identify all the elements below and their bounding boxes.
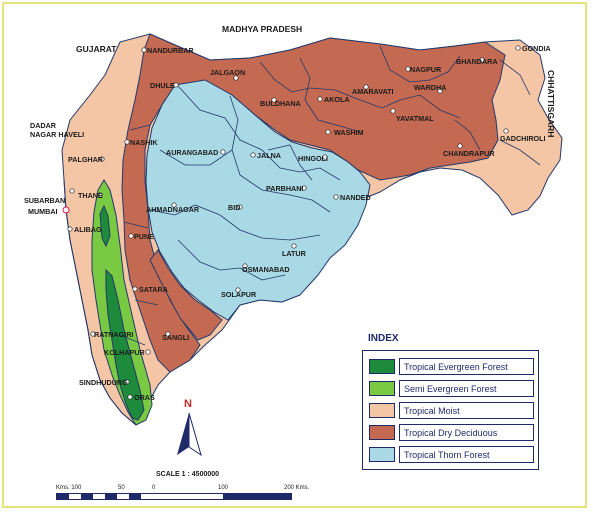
scale-label: 50 [118, 485, 125, 491]
label-jalgaon: JALGAON [210, 68, 245, 77]
label-yavatmal: YAVATMAL [396, 114, 434, 123]
label-dhule: DHULE [150, 81, 175, 90]
legend-label: Tropical Thorn Forest [399, 446, 534, 463]
label-alibag: ALIBAG [74, 225, 102, 234]
legend-box: Tropical Evergreen Forest Semi Evergreen… [362, 350, 539, 470]
north-arrow: N [172, 398, 206, 458]
city-markers: NANDURBAR DHULE JALGAON BULDHANA AKOLA A… [24, 44, 551, 402]
label-satara: SATARA [139, 285, 168, 294]
label-jalna: JALNA [257, 151, 281, 160]
label-sangli: SANGLI [162, 333, 189, 342]
label-gondia: GONDIA [522, 44, 551, 53]
label-oras: ORAS [134, 393, 155, 402]
scale-label: 0 [152, 485, 156, 491]
north-label: N [184, 398, 192, 410]
label-amaravati: AMARAVATI [352, 87, 394, 96]
legend-label: Semi Evergreen Forest [399, 380, 534, 397]
label-kolhapur: KOLHAPUR [104, 348, 146, 357]
label-gujarat: GUJARAT [76, 44, 117, 54]
label-bid: BID [228, 203, 240, 212]
label-solapur: SOLAPUR [221, 290, 257, 299]
north-arrow-icon [177, 412, 202, 457]
label-nandurbar: NANDURBAR [147, 46, 195, 55]
scale-bar: SCALE 1 : 4500000 Kms. 100 50 0 100 200 … [56, 471, 318, 505]
label-pune: PUNE [134, 232, 154, 241]
legend-title: INDEX [368, 333, 399, 344]
legend-item: Semi Evergreen Forest [369, 379, 534, 398]
legend-label: Tropical Evergreen Forest [399, 358, 534, 375]
label-hingoli: HINGOLI [298, 154, 328, 163]
legend-swatch [369, 403, 395, 418]
label-parbhani: PARBHANI [266, 184, 303, 193]
label-gadchiroli: GADCHIROLI [500, 134, 546, 143]
region-dry-deciduous-south [149, 249, 223, 341]
district-boundaries [119, 45, 541, 346]
legend-item: Tropical Dry Deciduous [369, 423, 534, 442]
label-wardha: WARDHA [414, 83, 446, 92]
legend: INDEX Tropical Evergreen Forest Semi Eve… [362, 333, 539, 470]
legend-label: Tropical Dry Deciduous [399, 424, 534, 441]
label-nashik: NASHIK [130, 138, 158, 147]
legend-item: Tropical Moist [369, 401, 534, 420]
label-ratnagiri: RATNAGIRI [94, 330, 133, 339]
label-nagar-haveli: NAGAR HAVELI [30, 130, 84, 139]
legend-swatch [369, 381, 395, 396]
label-osmanabad: OSMANABAD [242, 265, 290, 274]
region-tropical-evergreen [105, 268, 145, 421]
label-washim: WASHIM [334, 128, 364, 137]
label-mumbai: MUMBAI [28, 207, 58, 216]
label-madhya-pradesh: MADHYA PRADESH [222, 24, 302, 34]
label-buldhana: BULDHANA [260, 99, 301, 108]
label-aurangabad: AURANGABAD [166, 148, 218, 157]
label-ahmadnagar: AHMADNAGAR [146, 205, 200, 214]
label-palghar: PALGHAR [68, 155, 104, 164]
legend-label: Tropical Moist [399, 402, 534, 419]
scale-title: SCALE 1 : 4500000 [156, 471, 220, 478]
label-bhandara: BHANDARA [456, 57, 498, 66]
label-chhattisgarh: CHHATTISGARH [546, 70, 556, 137]
region-thorn-forest [145, 79, 371, 321]
scale-label: 100 [218, 485, 229, 491]
label-sindhudurg: SINDHUDURG [79, 378, 128, 387]
legend-swatch [369, 359, 395, 374]
region-tropical-evergreen-north [99, 204, 111, 248]
scale-label: Kms. 100 [56, 485, 82, 491]
label-nagpur: NAGPUR [410, 65, 442, 74]
label-chandrapur: CHANDRAPUR [443, 149, 495, 158]
legend-swatch [369, 447, 395, 462]
legend-item: Tropical Evergreen Forest [369, 357, 534, 376]
label-latur: LATUR [282, 249, 307, 258]
label-akola: AKOLA [324, 95, 350, 104]
label-nanded: NANDED [340, 193, 371, 202]
map-frame [2, 2, 587, 508]
label-suburban: SUBARBAN [24, 196, 65, 205]
legend-item: Tropical Thorn Forest [369, 445, 534, 464]
label-dadar: DADAR [30, 121, 57, 130]
scale-bar-graphic [56, 493, 292, 500]
label-thane: THANE [78, 191, 103, 200]
legend-swatch [369, 425, 395, 440]
scale-label: 200 Kms. [284, 485, 310, 491]
